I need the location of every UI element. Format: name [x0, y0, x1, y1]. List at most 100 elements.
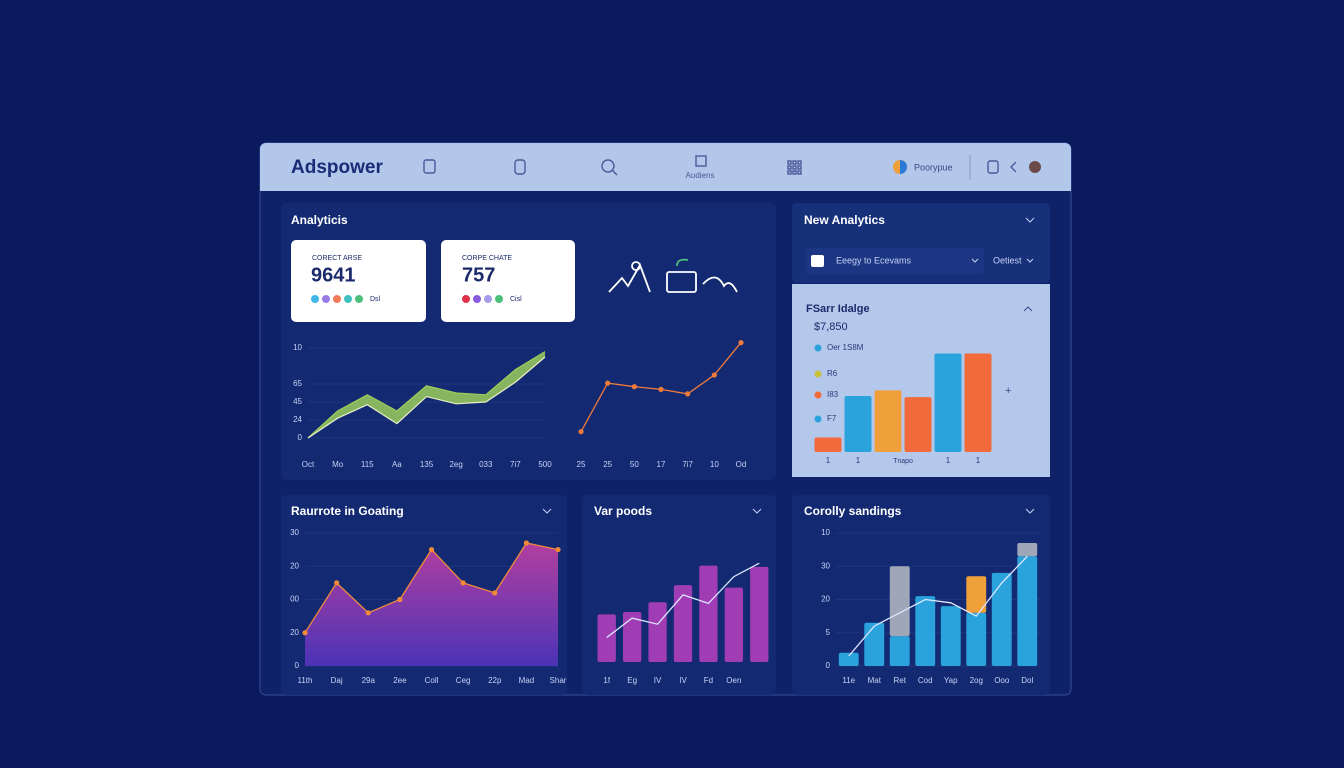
legend-dot: [814, 370, 822, 378]
x-tick-label: IV: [679, 676, 687, 685]
bar: [889, 636, 910, 666]
chevron[interactable]: [1023, 306, 1033, 312]
x-tick-label: 1: [946, 456, 951, 465]
point: [631, 384, 637, 390]
x-axis-label: Tnapo: [893, 458, 913, 465]
nav-label[interactable]: Audiens: [686, 171, 715, 180]
bar: [724, 587, 744, 662]
x-tick-label: Daj: [331, 676, 343, 685]
icon-back[interactable]: [1010, 161, 1017, 173]
chevron[interactable]: [1025, 217, 1035, 223]
dropdown-text[interactable]: Eeegy to Ecevams: [836, 255, 912, 265]
point: [711, 372, 717, 378]
icon-wave: [702, 276, 738, 293]
x-tick-label: Oct: [302, 460, 315, 469]
filter[interactable]: Oetiest: [993, 255, 1022, 265]
user-name[interactable]: Poorypue: [914, 162, 953, 172]
y-tick-label: 65: [293, 379, 302, 388]
dropdown[interactable]: [806, 248, 984, 274]
x-tick-label: Fd: [704, 676, 713, 685]
chevron[interactable]: [752, 508, 762, 514]
x-tick-label: 1: [856, 456, 861, 465]
x-tick-label: 1: [826, 456, 831, 465]
point: [685, 391, 691, 397]
chevron[interactable]: [1026, 258, 1034, 263]
avatar[interactable]: [1029, 161, 1041, 173]
point: [555, 547, 561, 553]
x-tick-label: Yap: [944, 676, 958, 685]
nav-icon[interactable]: [423, 159, 436, 174]
y-tick-label: 10: [821, 528, 830, 537]
legend-label: I83: [827, 390, 839, 399]
card-legend: Cisl: [510, 296, 522, 303]
grid-icon[interactable]: [787, 160, 802, 175]
nav-icons[interactable]: [423, 155, 1041, 176]
x-tick-label: 7i7: [682, 460, 693, 469]
legend-dot: [484, 295, 492, 303]
bar: [966, 612, 987, 666]
point: [334, 580, 340, 586]
x-tick-label: 17: [657, 460, 666, 469]
y-tick-label: 45: [293, 397, 302, 406]
x-tick-label: Od: [736, 460, 747, 469]
x-tick-label: Coll: [425, 676, 439, 685]
icon-figure: [608, 262, 651, 293]
legend-dot: [462, 295, 470, 303]
line: [848, 555, 1028, 657]
x-tick-label: Ceg: [456, 676, 471, 685]
panel-title: Analyticis: [291, 213, 348, 227]
x-tick-label: 29a: [362, 676, 376, 685]
icon-copy[interactable]: [987, 160, 999, 174]
y-tick-label: 10: [293, 343, 302, 352]
bar: [844, 396, 872, 452]
bar: [597, 614, 616, 662]
card-value: 757: [462, 264, 495, 286]
bar: [940, 606, 961, 666]
nav-icon[interactable]: [695, 155, 707, 167]
chevron[interactable]: [971, 258, 979, 263]
add-icon[interactable]: +: [1005, 385, 1011, 397]
card-legend: Dsl: [370, 296, 381, 303]
bar: [673, 585, 693, 662]
panel-title: Raurrote in Goating: [291, 504, 404, 518]
nav-icon[interactable]: [514, 159, 526, 175]
x-tick-label: Oen: [726, 676, 741, 685]
x-tick-label: 135: [420, 460, 434, 469]
line: [307, 351, 546, 439]
y-tick-label: 5: [826, 628, 831, 637]
point: [492, 590, 498, 596]
x-tick-label: 1: [976, 456, 981, 465]
y-tick-label: 0: [826, 661, 831, 670]
x-tick-label: Mat: [868, 676, 882, 685]
x-tick-label: 2ee: [393, 676, 407, 685]
x-tick-label: Shar: [550, 676, 567, 685]
bar: [648, 602, 667, 662]
brand[interactable]: Adspower: [291, 157, 383, 178]
chevron[interactable]: [1025, 508, 1035, 514]
bar: [1017, 542, 1038, 557]
y-tick-label: 30: [290, 528, 299, 537]
x-tick-label: Cod: [918, 676, 933, 685]
icon-leaf: [676, 258, 689, 267]
panel-title: New Analytics: [804, 213, 885, 227]
icon-wallet: [666, 271, 697, 293]
card-label: CORECT ARSE: [312, 255, 362, 262]
nav-icon[interactable]: [601, 159, 615, 173]
icon-figure: [631, 261, 641, 271]
bar: [864, 622, 885, 666]
y-tick-label: 0: [295, 661, 300, 670]
x-tick-label: 22p: [488, 676, 502, 685]
legend-dot: [355, 295, 363, 303]
bar: [915, 596, 936, 666]
x-tick-label: Aa: [392, 460, 402, 469]
bar: [904, 397, 932, 452]
y-tick-label: 00: [290, 595, 299, 604]
bar: [934, 353, 962, 452]
chevron[interactable]: [542, 508, 552, 514]
bar: [838, 652, 859, 666]
point: [428, 547, 435, 553]
legend-dot: [344, 295, 352, 303]
point: [397, 596, 403, 603]
x-tick-label: 2eg: [449, 460, 462, 469]
